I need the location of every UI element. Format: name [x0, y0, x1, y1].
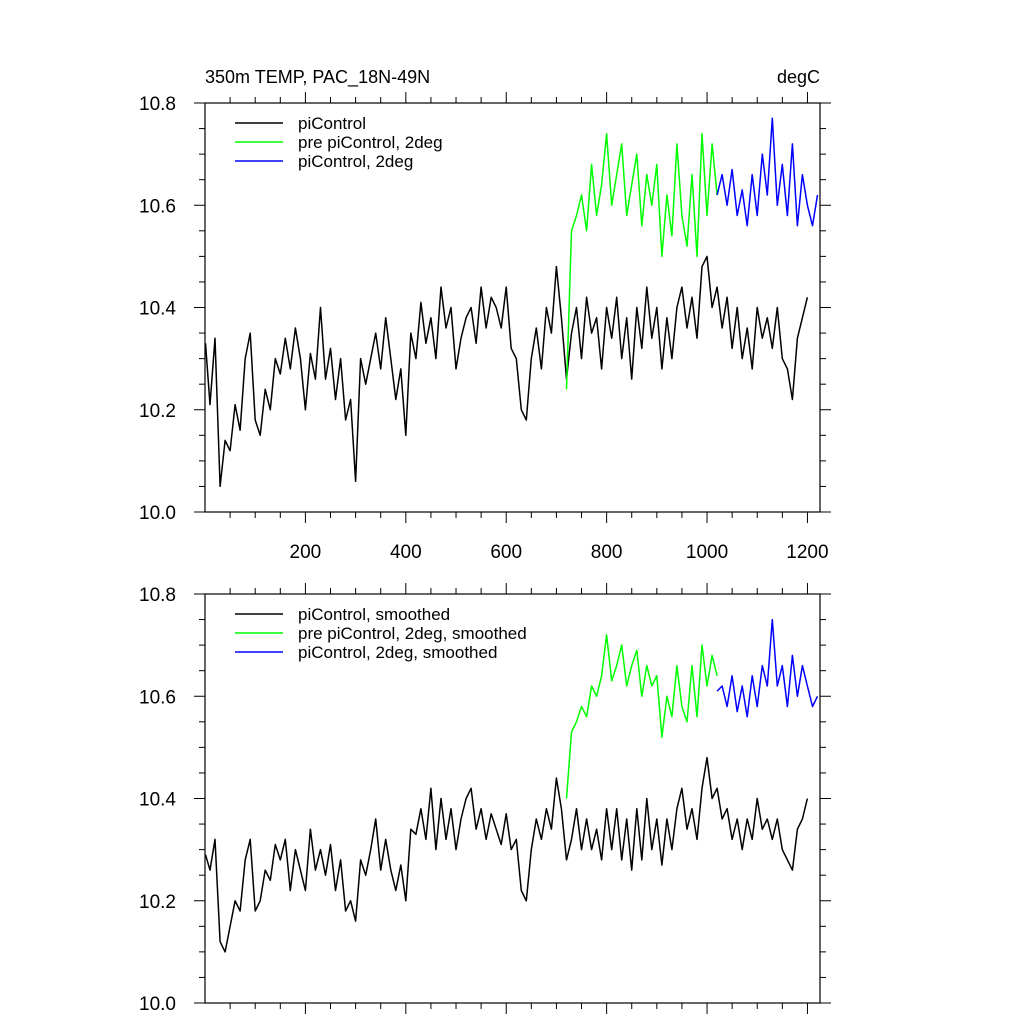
y-tick-label: 10.8 — [139, 585, 176, 606]
series-line-2 — [565, 634, 718, 799]
y-tick-label: 10.0 — [139, 503, 176, 524]
x-tick-label: 600 — [490, 542, 522, 563]
legend-label: piControl, smoothed — [298, 605, 450, 624]
legend-label: pre piControl, 2deg, smoothed — [298, 624, 527, 643]
top-panel: 10.0 10.2 10.4 10.6 10.8 200 400 600 800 1000 1200… — [139, 67, 831, 563]
series-line-1 — [204, 756, 809, 953]
x-tick-label: 1200 — [786, 542, 828, 563]
series-line-2 — [565, 132, 718, 390]
x-tick-label: 1000 — [686, 542, 728, 563]
y-tick-label: 10.2 — [139, 892, 176, 913]
units-label: degC — [777, 67, 820, 87]
y-tick-label: 10.4 — [139, 299, 176, 320]
series-line-3 — [716, 117, 819, 227]
y-tick-label: 10.4 — [139, 790, 176, 811]
legend-label: pre piControl, 2deg — [298, 133, 443, 152]
series-line-1 — [204, 255, 809, 488]
y-tick-label: 10.2 — [139, 401, 176, 422]
y-tick-label: 10.6 — [139, 687, 176, 708]
chart-title: 350m TEMP, PAC_18N-49N — [205, 67, 430, 88]
legend-label: piControl, 2deg — [298, 152, 413, 171]
legend-label: piControl, 2deg, smoothed — [298, 643, 497, 662]
y-tick-label: 10.0 — [139, 994, 176, 1015]
x-tick-label: 400 — [390, 542, 422, 563]
x-tick-label: 200 — [290, 542, 322, 563]
x-tick-label: 800 — [591, 542, 623, 563]
y-tick-label: 10.6 — [139, 196, 176, 217]
series-line-3 — [716, 618, 819, 718]
legend-label: piControl — [298, 114, 366, 133]
y-tick-label: 10.8 — [139, 94, 176, 115]
